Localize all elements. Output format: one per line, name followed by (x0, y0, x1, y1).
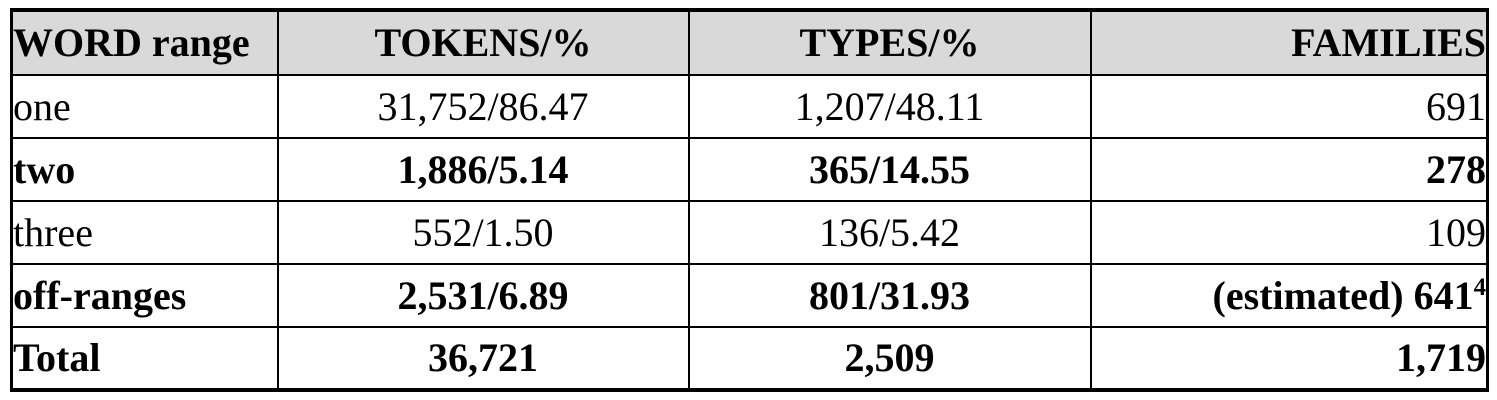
families-value: 278 (1426, 146, 1486, 192)
cell-families: 109 (1089, 200, 1489, 265)
families-value: (estimated) 641 (1212, 272, 1474, 318)
col-header-types: TYPES/% (687, 9, 1092, 76)
cell-word-range: two (10, 137, 279, 202)
cell-types: 2,509 (687, 326, 1092, 391)
table-row-total: Total 36,721 2,509 1,719 (10, 326, 1489, 391)
table-row-off-ranges: off-ranges 2,531/6.89 801/31.93 (estimat… (10, 263, 1489, 328)
cell-types: 1,207/48.11 (687, 74, 1092, 139)
cell-families: 691 (1089, 74, 1489, 139)
cell-families: 278 (1089, 137, 1489, 202)
col-header-families: FAMILIES (1089, 9, 1489, 76)
cell-word-range: off-ranges (10, 263, 279, 328)
cell-types: 365/14.55 (687, 137, 1092, 202)
cell-types: 136/5.42 (687, 200, 1092, 265)
cell-types: 801/31.93 (687, 263, 1092, 328)
cell-word-range: one (10, 74, 279, 139)
col-header-tokens: TOKENS/% (276, 9, 690, 76)
cell-tokens: 36,721 (276, 326, 690, 391)
families-value: 109 (1426, 209, 1486, 255)
cell-word-range: Total (10, 326, 279, 391)
table-row-three: three 552/1.50 136/5.42 109 (10, 200, 1489, 265)
families-value: 1,719 (1396, 335, 1486, 380)
col-header-word-range: WORD range (10, 9, 279, 76)
word-range-table: WORD range TOKENS/% TYPES/% FAMILIES one… (10, 8, 1489, 392)
table-row-one: one 31,752/86.47 1,207/48.11 691 (10, 74, 1489, 139)
table-header: WORD range TOKENS/% TYPES/% FAMILIES (10, 9, 1489, 76)
cell-tokens: 1,886/5.14 (276, 137, 690, 202)
cell-families: (estimated) 6414 (1089, 263, 1489, 328)
footnote-marker: 4 (1473, 273, 1486, 301)
table-body: one 31,752/86.47 1,207/48.11 691 two 1,8… (10, 74, 1489, 391)
header-row: WORD range TOKENS/% TYPES/% FAMILIES (10, 9, 1489, 76)
table-row-two: two 1,886/5.14 365/14.55 278 (10, 137, 1489, 202)
cell-tokens: 31,752/86.47 (276, 74, 690, 139)
cell-tokens: 552/1.50 (276, 200, 690, 265)
cell-tokens: 2,531/6.89 (276, 263, 690, 328)
cell-word-range: three (10, 200, 279, 265)
families-value: 691 (1426, 83, 1486, 129)
cell-families: 1,719 (1089, 326, 1489, 391)
